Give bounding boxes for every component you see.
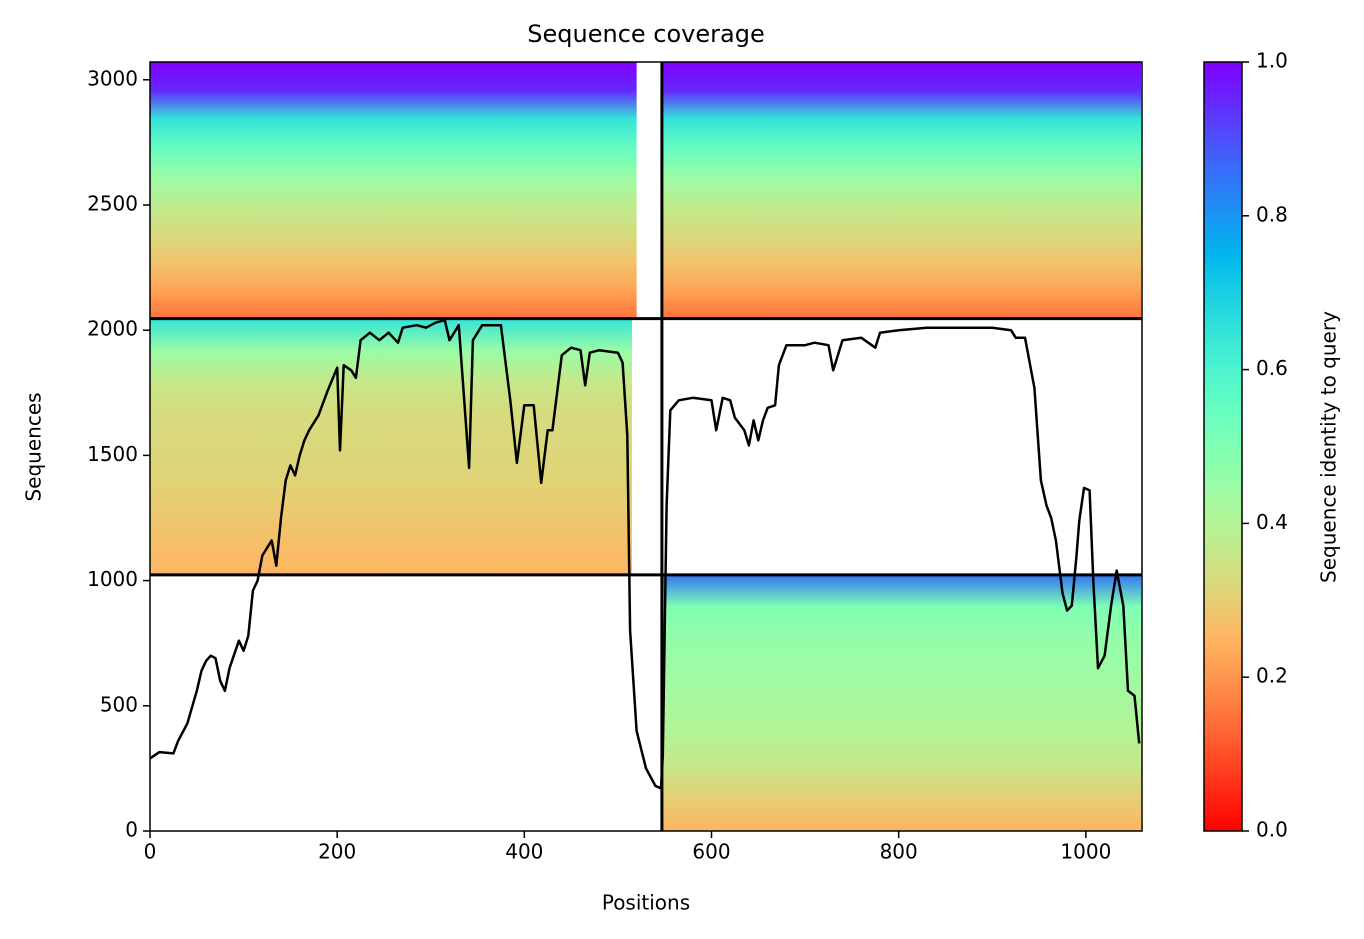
plot-frame	[149, 61, 1143, 832]
coverage-block	[661, 574, 1142, 831]
colorbar-label: Sequence identity to query	[1317, 311, 1341, 583]
colorbar-tick-label: 0.6	[1256, 356, 1288, 380]
x-tick-label: 0	[144, 840, 157, 864]
coverage-line	[149, 318, 1141, 790]
x-tick-label: 600	[692, 840, 730, 864]
coverage-block	[150, 318, 632, 575]
y-tick-label: 2000	[87, 317, 138, 341]
colorbar	[1203, 61, 1243, 832]
colorbar-tick-label: 0.0	[1256, 818, 1288, 842]
coverage-block	[150, 62, 637, 319]
y-tick-label: 500	[100, 692, 138, 716]
x-axis-label: Positions	[602, 891, 690, 915]
y-tick-label: 3000	[87, 66, 138, 90]
chart-title: Sequence coverage	[527, 20, 764, 48]
x-tick-label: 1000	[1060, 840, 1111, 864]
y-tick-label: 1500	[87, 442, 138, 466]
colorbar-tick-label: 0.4	[1256, 510, 1288, 534]
x-tick-label: 200	[318, 840, 356, 864]
y-axis-label: Sequences	[22, 392, 46, 501]
x-tick-label: 400	[505, 840, 543, 864]
colorbar-tick-label: 1.0	[1256, 49, 1288, 73]
y-tick-label: 0	[125, 818, 138, 842]
y-tick-label: 1000	[87, 567, 138, 591]
colorbar-tick-label: 0.2	[1256, 664, 1288, 688]
coverage-block	[661, 62, 1142, 319]
x-tick-label: 800	[880, 840, 918, 864]
colorbar-tick-label: 0.8	[1256, 202, 1288, 226]
y-tick-label: 2500	[87, 191, 138, 215]
